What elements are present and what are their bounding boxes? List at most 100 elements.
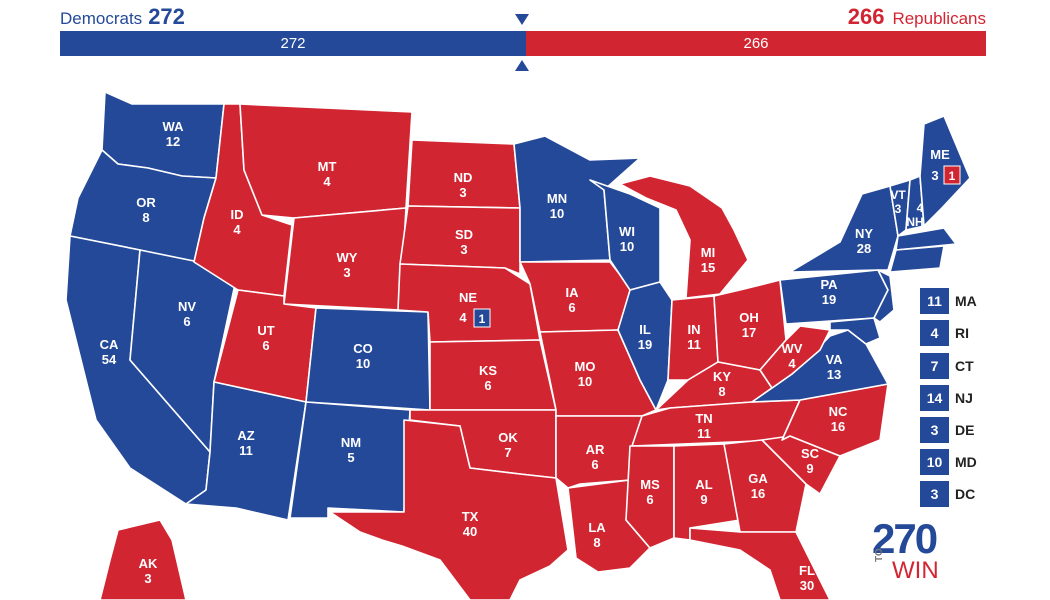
democrats-total: Democrats 272 bbox=[60, 4, 185, 30]
small-state-MA-value: 11 bbox=[920, 288, 949, 314]
democrats-count: 272 bbox=[148, 4, 185, 29]
small-state-CT-label: CT bbox=[955, 358, 974, 374]
democrats-bar: 272 bbox=[60, 31, 526, 56]
small-state-RI-value: 4 bbox=[920, 320, 949, 346]
label-KS: KS 6 bbox=[479, 363, 497, 393]
small-state-DC-value: 3 bbox=[920, 481, 949, 507]
label-MT: MT 4 bbox=[318, 159, 337, 189]
district-boxes: 1 1 bbox=[473, 165, 961, 328]
label-ID: ID 4 bbox=[231, 207, 244, 237]
small-state-MD-value: 10 bbox=[920, 449, 949, 475]
state-SD[interactable] bbox=[399, 205, 521, 275]
label-VT: VT 3 bbox=[890, 188, 906, 216]
label-ND: ND 3 bbox=[454, 170, 473, 200]
label-OK: OK 7 bbox=[498, 430, 518, 460]
label-NC: NC 16 bbox=[829, 404, 848, 434]
small-state-DE[interactable]: 3 DE bbox=[920, 417, 1000, 443]
small-state-CT[interactable]: 7 CT bbox=[920, 353, 1000, 379]
270-marker-bottom-icon bbox=[515, 60, 529, 71]
label-NE: NE 4 bbox=[459, 290, 477, 325]
small-state-DC-label: DC bbox=[955, 486, 976, 502]
label-MI: MI 15 bbox=[701, 245, 715, 275]
270-marker-top-icon bbox=[515, 14, 529, 25]
small-state-CT-value: 7 bbox=[920, 353, 949, 379]
state-NJ[interactable] bbox=[873, 269, 895, 323]
label-MS: MS 6 bbox=[640, 477, 660, 507]
small-state-DC[interactable]: 3 DC bbox=[920, 481, 1000, 507]
small-state-DE-label: DE bbox=[955, 422, 975, 438]
label-SC: SC 9 bbox=[801, 446, 820, 476]
me-district-2-box[interactable] bbox=[943, 165, 961, 185]
state-MA[interactable] bbox=[895, 227, 957, 251]
label-IL: IL 19 bbox=[638, 322, 652, 352]
label-OH: OH 17 bbox=[739, 310, 759, 340]
state-GA[interactable] bbox=[723, 439, 807, 533]
label-PA: PA 19 bbox=[820, 277, 838, 307]
state-NY[interactable] bbox=[789, 185, 899, 273]
label-CA: CA 54 bbox=[100, 337, 119, 367]
label-WV: WV 4 bbox=[782, 341, 803, 371]
small-state-MD-label: MD bbox=[955, 454, 977, 470]
democrats-label: Democrats bbox=[60, 9, 143, 28]
state-CT-RI[interactable] bbox=[889, 245, 945, 273]
label-VA: VA 13 bbox=[825, 352, 843, 382]
republicans-total: 266 Republicans bbox=[848, 4, 986, 30]
state-AK[interactable] bbox=[99, 519, 187, 600]
me-district-2-value: 1 bbox=[949, 169, 956, 183]
label-TX: TX 40 bbox=[462, 509, 479, 539]
label-IN: IN 11 bbox=[687, 322, 701, 352]
label-NH: 4 NH bbox=[906, 201, 923, 229]
state-labels-layer: WA 12 OR 8 CA 54 NV 6 ID 4 MT 4 WY 3 UT 6 CO 10 A… bbox=[100, 119, 950, 593]
label-IA: IA 6 bbox=[566, 285, 580, 315]
label-WY: WY 3 bbox=[337, 250, 358, 280]
label-CO: CO 10 bbox=[353, 341, 373, 371]
small-state-MA-label: MA bbox=[955, 293, 977, 309]
label-WA: WA 12 bbox=[163, 119, 185, 149]
state-MI[interactable] bbox=[619, 175, 749, 299]
label-GA: GA 16 bbox=[748, 471, 768, 501]
270towin-logo[interactable]: 270 TO WIN bbox=[872, 518, 952, 588]
label-MO: MO 10 bbox=[575, 359, 596, 389]
republicans-count: 266 bbox=[847, 4, 885, 29]
label-AZ: AZ 11 bbox=[237, 428, 254, 458]
label-TN: TN 11 bbox=[695, 411, 712, 441]
ne-district-2-value: 1 bbox=[479, 312, 486, 326]
label-MN: MN 10 bbox=[547, 191, 567, 221]
label-FL: FL 30 bbox=[799, 563, 815, 593]
label-NV: NV 6 bbox=[178, 299, 196, 329]
states-layer bbox=[65, 91, 971, 600]
label-NM: NM 5 bbox=[341, 435, 361, 465]
state-WV[interactable] bbox=[759, 325, 831, 389]
label-WI: WI 10 bbox=[619, 224, 635, 254]
label-UT: UT 6 bbox=[257, 323, 274, 353]
state-MD-DE[interactable] bbox=[829, 317, 881, 345]
small-state-RI[interactable]: 4 RI bbox=[920, 320, 1000, 346]
state-TX[interactable] bbox=[329, 419, 569, 600]
label-AR: AR 6 bbox=[586, 442, 605, 472]
republicans-bar: 266 bbox=[526, 31, 986, 56]
label-OR: OR 8 bbox=[136, 195, 156, 225]
label-ME: ME 3 bbox=[930, 147, 950, 183]
ne-district-2-box[interactable] bbox=[473, 308, 491, 328]
republicans-label: Republicans bbox=[892, 9, 986, 28]
state-FL[interactable] bbox=[689, 527, 831, 600]
small-state-NJ-value: 14 bbox=[920, 385, 949, 411]
small-state-MA[interactable]: 11 MA bbox=[920, 288, 1000, 314]
small-state-DE-value: 3 bbox=[920, 417, 949, 443]
small-state-MD[interactable]: 10 MD bbox=[920, 449, 1000, 475]
label-AL: AL 9 bbox=[695, 477, 712, 507]
logo-number: 270 bbox=[872, 515, 938, 562]
label-SD: SD 3 bbox=[455, 227, 473, 257]
state-IL[interactable] bbox=[617, 281, 673, 411]
logo-win: WIN bbox=[892, 557, 939, 584]
small-state-NJ-label: NJ bbox=[955, 390, 973, 406]
label-LA: LA 8 bbox=[588, 520, 606, 550]
small-state-NJ[interactable]: 14 NJ bbox=[920, 385, 1000, 411]
label-AK: AK 3 bbox=[139, 556, 158, 586]
label-KY: KY 8 bbox=[713, 369, 731, 399]
logo-to: TO bbox=[874, 548, 885, 562]
small-state-RI-label: RI bbox=[955, 325, 969, 341]
label-NY: NY 28 bbox=[855, 226, 873, 256]
state-MS[interactable] bbox=[625, 445, 675, 549]
